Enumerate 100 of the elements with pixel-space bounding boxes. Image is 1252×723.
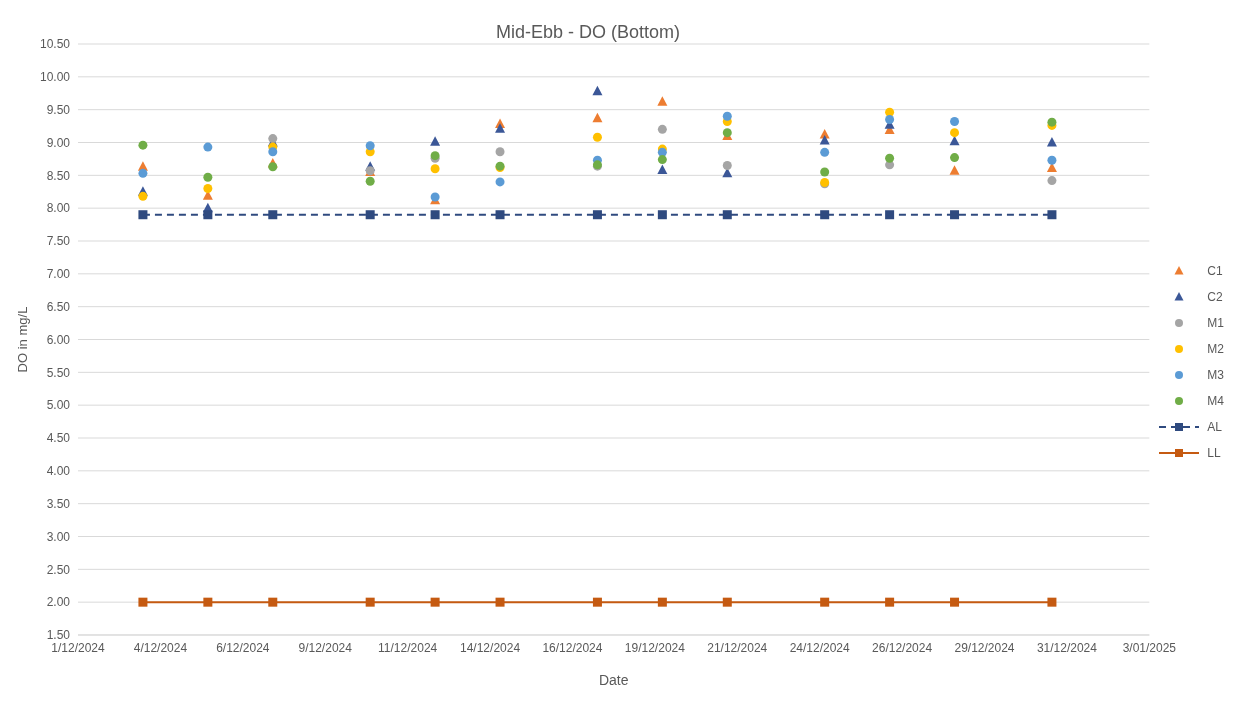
point	[138, 140, 148, 150]
point	[657, 164, 668, 175]
y-tick-label: 2.00	[46, 595, 71, 610]
point	[820, 210, 830, 220]
y-tick-label: 9.50	[46, 102, 71, 117]
point	[949, 165, 960, 175]
y-tick-label: 8.00	[46, 201, 71, 216]
point	[592, 132, 602, 142]
x-tick-label: 14/12/2024	[460, 640, 521, 655]
y-axis-title: DO in mg/L	[14, 306, 30, 373]
point	[268, 147, 278, 157]
legend-label: AL	[1207, 419, 1223, 434]
point	[885, 597, 895, 607]
point	[365, 141, 375, 151]
point	[203, 210, 213, 220]
point	[495, 123, 506, 133]
x-tick-label: 4/12/2024	[133, 640, 188, 655]
point	[495, 210, 505, 220]
y-tick-label: 2.50	[46, 562, 71, 577]
point	[592, 597, 602, 607]
point	[820, 597, 830, 607]
legend-label: M3	[1207, 367, 1224, 382]
x-tick-label: 3/01/2025	[1122, 640, 1177, 655]
point	[203, 142, 213, 152]
y-tick-label: 6.00	[46, 332, 71, 347]
y-tick-label: 5.00	[46, 398, 71, 413]
point	[819, 135, 830, 145]
point	[203, 172, 213, 182]
x-tick-label: 21/12/2024	[707, 640, 768, 655]
point	[268, 162, 278, 172]
point	[885, 210, 895, 220]
x-tick-label: 24/12/2024	[789, 640, 851, 655]
point	[1046, 137, 1057, 147]
x-tick-label: 1/12/2024	[51, 640, 106, 655]
y-tick-label: 1.50	[46, 628, 71, 643]
x-tick-label: 29/12/2024	[954, 640, 1015, 655]
x-tick-label: 31/12/2024	[1036, 640, 1098, 655]
point	[268, 597, 278, 607]
point	[365, 210, 375, 220]
point	[885, 115, 895, 125]
point	[657, 124, 667, 134]
point	[657, 96, 668, 106]
point	[592, 112, 603, 123]
y-tick-label: 10.00	[39, 70, 71, 85]
point	[1047, 155, 1057, 165]
point	[203, 597, 213, 607]
point	[722, 597, 732, 607]
point	[722, 160, 732, 170]
point	[268, 210, 278, 220]
point	[1047, 210, 1057, 220]
point	[495, 177, 505, 187]
point	[138, 191, 148, 201]
x-tick-label: 19/12/2024	[624, 640, 686, 655]
x-tick-label: 6/12/2024	[216, 640, 270, 655]
point	[1047, 597, 1057, 607]
point	[722, 111, 732, 121]
point	[138, 210, 148, 220]
point	[657, 597, 667, 607]
y-tick-label: 8.50	[46, 168, 71, 183]
point	[495, 597, 505, 607]
legend-label: LL	[1207, 445, 1221, 460]
point	[592, 85, 603, 96]
point	[365, 176, 375, 186]
point	[495, 147, 505, 157]
y-tick-label: 7.00	[46, 267, 71, 282]
point	[950, 128, 960, 138]
point	[820, 147, 830, 157]
x-tick-label: 26/12/2024	[872, 640, 933, 655]
x-tick-label: 11/12/2024	[378, 640, 438, 655]
point	[430, 136, 441, 146]
legend-label: C2	[1207, 289, 1223, 304]
y-tick-label: 9.00	[46, 135, 71, 150]
point	[950, 597, 960, 607]
point	[657, 210, 667, 220]
y-tick-label: 3.50	[46, 496, 71, 511]
point	[138, 597, 148, 607]
x-axis-title: Date	[598, 672, 629, 688]
point	[592, 210, 602, 220]
legend-label: M4	[1207, 393, 1224, 408]
y-tick-label: 7.50	[46, 234, 71, 249]
y-tick-label: 3.00	[46, 529, 71, 544]
y-tick-label: 6.50	[46, 299, 71, 314]
x-tick-label: 16/12/2024	[542, 640, 603, 655]
y-tick-label: 5.50	[46, 365, 71, 380]
point	[657, 155, 667, 165]
point	[430, 210, 440, 220]
y-tick-label: 4.50	[46, 431, 71, 446]
point	[203, 183, 213, 193]
point	[820, 167, 830, 177]
point	[430, 597, 440, 607]
point	[138, 168, 148, 178]
point	[950, 116, 960, 126]
legend-label: M1	[1207, 315, 1224, 330]
point	[885, 153, 895, 163]
point	[365, 597, 375, 607]
legend-label: C1	[1207, 263, 1223, 278]
point	[430, 164, 440, 174]
point	[1047, 176, 1057, 186]
legend-label: M2	[1207, 341, 1224, 356]
point	[722, 210, 732, 220]
